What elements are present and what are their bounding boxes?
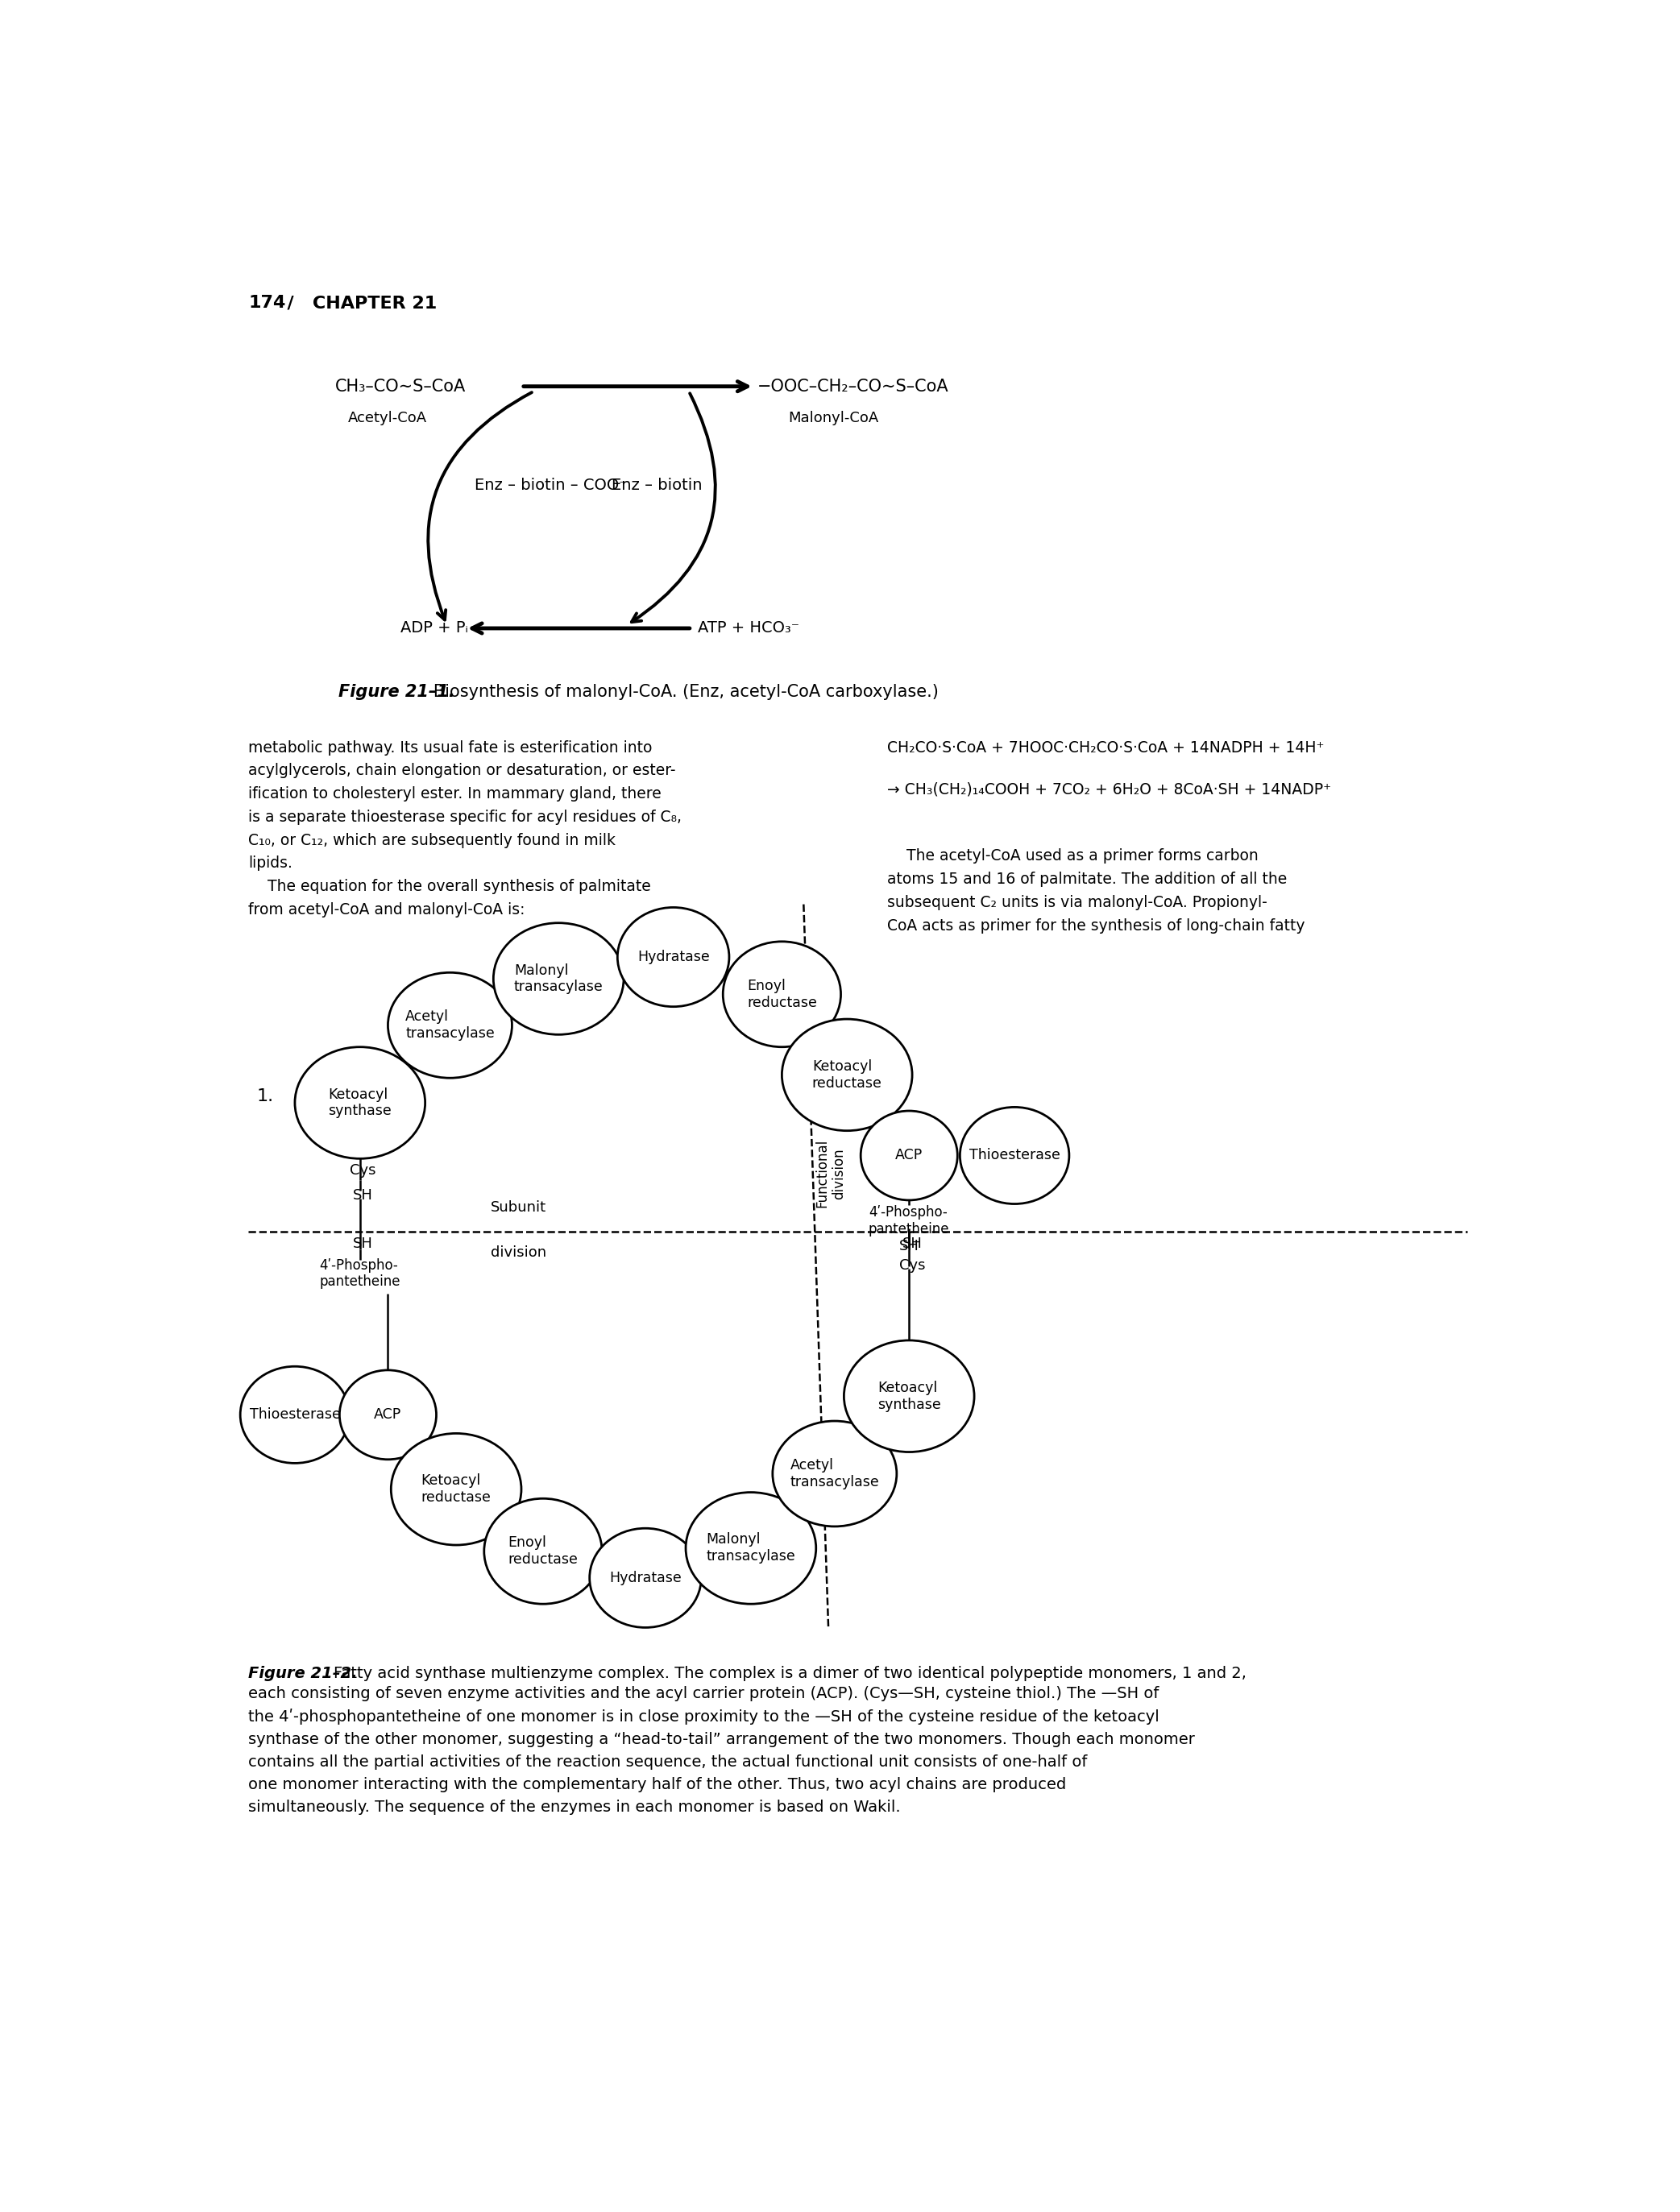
Text: ACP: ACP xyxy=(375,1407,402,1422)
Ellipse shape xyxy=(843,1340,974,1451)
Ellipse shape xyxy=(240,1367,349,1462)
Text: Thioesterase: Thioesterase xyxy=(249,1407,341,1422)
Text: 1.: 1. xyxy=(257,1088,274,1104)
Text: Enoyl
reductase: Enoyl reductase xyxy=(748,978,816,1011)
Text: CH₃–CO∼S–CoA: CH₃–CO∼S–CoA xyxy=(336,378,465,394)
Ellipse shape xyxy=(773,1420,897,1526)
Ellipse shape xyxy=(590,1528,701,1628)
Text: CH₂CO·S·CoA + 7HOOC·CH₂CO·S·CoA + 14NADPH + 14H⁺: CH₂CO·S·CoA + 7HOOC·CH₂CO·S·CoA + 14NADP… xyxy=(887,741,1324,754)
Ellipse shape xyxy=(860,1110,958,1201)
Text: Enz – biotin: Enz – biotin xyxy=(612,478,702,493)
Text: Malonyl
transacylase: Malonyl transacylase xyxy=(514,962,603,995)
Text: each consisting of seven enzyme activities and the acyl carrier protein (ACP). (: each consisting of seven enzyme activiti… xyxy=(249,1686,1194,1816)
Text: Functional
division: Functional division xyxy=(815,1139,847,1208)
Text: 4ʹ-Phospho-
pantetheine: 4ʹ-Phospho- pantetheine xyxy=(319,1259,400,1290)
Ellipse shape xyxy=(296,1046,425,1159)
Ellipse shape xyxy=(722,942,840,1046)
Text: SH: SH xyxy=(353,1188,373,1203)
Text: division: division xyxy=(491,1245,546,1261)
Text: Malonyl
transacylase: Malonyl transacylase xyxy=(706,1533,796,1564)
Ellipse shape xyxy=(339,1369,437,1460)
Text: Acetyl-CoA: Acetyl-CoA xyxy=(348,411,427,425)
Text: Ketoacyl
reductase: Ketoacyl reductase xyxy=(422,1473,491,1504)
Text: 4ʹ-Phospho-
pantetheine: 4ʹ-Phospho- pantetheine xyxy=(869,1206,949,1237)
Text: SH: SH xyxy=(902,1237,922,1252)
Text: Subunit: Subunit xyxy=(491,1199,546,1214)
Text: Thioesterase: Thioesterase xyxy=(969,1148,1060,1164)
Text: Hydratase: Hydratase xyxy=(610,1571,682,1586)
Ellipse shape xyxy=(391,1433,521,1544)
Text: Figure 21–2.: Figure 21–2. xyxy=(249,1666,358,1681)
Text: Biosynthesis of malonyl-CoA. (Enz, acetyl-CoA carboxylase.): Biosynthesis of malonyl-CoA. (Enz, acety… xyxy=(418,684,939,701)
Ellipse shape xyxy=(959,1108,1068,1203)
Text: Hydratase: Hydratase xyxy=(637,949,709,964)
Ellipse shape xyxy=(781,1020,912,1130)
Text: Enz – biotin – COO⁻: Enz – biotin – COO⁻ xyxy=(475,478,627,493)
Text: Acetyl
transacylase: Acetyl transacylase xyxy=(405,1009,494,1042)
Text: Cys: Cys xyxy=(349,1164,376,1179)
Ellipse shape xyxy=(685,1493,816,1604)
Text: Figure 21–1.: Figure 21–1. xyxy=(338,684,455,701)
Text: → CH₃(CH₂)₁₄COOH + 7CO₂ + 6H₂O + 8CoA·SH + 14NADP⁺: → CH₃(CH₂)₁₄COOH + 7CO₂ + 6H₂O + 8CoA·SH… xyxy=(887,783,1332,796)
Text: ATP + HCO₃⁻: ATP + HCO₃⁻ xyxy=(699,622,800,635)
Ellipse shape xyxy=(484,1498,601,1604)
Text: 2.: 2. xyxy=(257,1391,274,1407)
Text: Cys: Cys xyxy=(899,1259,926,1272)
Text: Malonyl-CoA: Malonyl-CoA xyxy=(788,411,879,425)
Ellipse shape xyxy=(494,922,623,1035)
Text: −OOC–CH₂–CO∼S–CoA: −OOC–CH₂–CO∼S–CoA xyxy=(758,378,949,394)
Text: 174: 174 xyxy=(249,294,286,312)
Text: SH: SH xyxy=(353,1237,373,1252)
Text: Ketoacyl
synthase: Ketoacyl synthase xyxy=(328,1086,391,1119)
Ellipse shape xyxy=(618,907,729,1006)
Text: ADP + Pᵢ: ADP + Pᵢ xyxy=(400,622,469,635)
Text: Enoyl
reductase: Enoyl reductase xyxy=(507,1535,578,1566)
Text: metabolic pathway. Its usual fate is esterification into
acylglycerols, chain el: metabolic pathway. Its usual fate is est… xyxy=(249,741,682,918)
Text: ACP: ACP xyxy=(895,1148,922,1164)
Text: /   CHAPTER 21: / CHAPTER 21 xyxy=(276,294,437,312)
Text: Ketoacyl
reductase: Ketoacyl reductase xyxy=(811,1060,882,1091)
Text: Fatty acid synthase multienzyme complex. The complex is a dimer of two identical: Fatty acid synthase multienzyme complex.… xyxy=(334,1666,1247,1681)
Text: SH: SH xyxy=(899,1239,919,1254)
Text: The acetyl-CoA used as a primer forms carbon
atoms 15 and 16 of palmitate. The a: The acetyl-CoA used as a primer forms ca… xyxy=(887,849,1305,933)
Ellipse shape xyxy=(388,973,512,1077)
Text: Acetyl
transacylase: Acetyl transacylase xyxy=(790,1458,879,1489)
Text: Ketoacyl
synthase: Ketoacyl synthase xyxy=(877,1380,941,1411)
